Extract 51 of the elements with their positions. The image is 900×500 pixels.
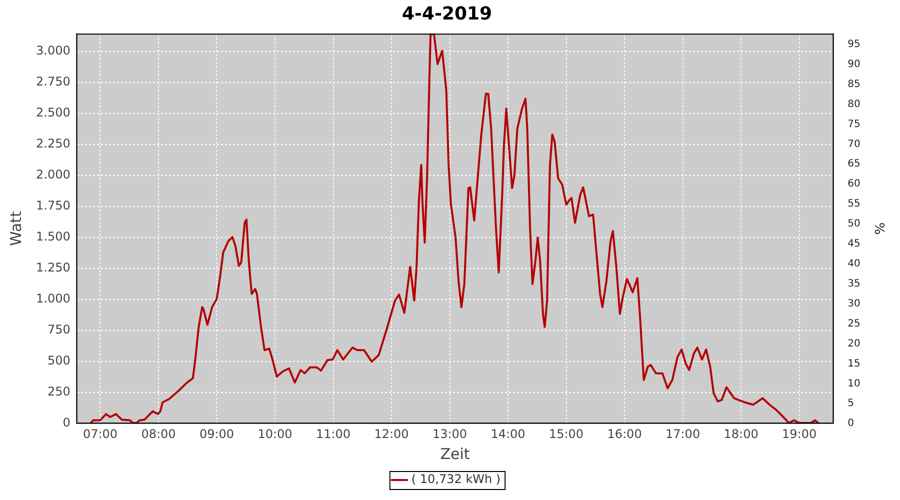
- y2-tick-label: 0: [848, 418, 854, 430]
- y-tick-label: 1.000: [36, 292, 70, 306]
- y2-axis-title: %: [870, 222, 886, 235]
- y2-tick-label: 90: [848, 58, 860, 70]
- y-tick-label: 3.000: [36, 44, 70, 58]
- x-axis-title: Zeit: [440, 444, 470, 463]
- y2-tick-label: 35: [848, 278, 860, 290]
- x-tick-label: 17:00: [665, 426, 700, 441]
- x-tick-label: 08:00: [141, 426, 176, 441]
- y-tick-label: 0: [62, 416, 70, 430]
- x-tick-label: 19:00: [782, 426, 817, 441]
- x-tick-label: 11:00: [316, 426, 351, 441]
- x-tick-label: 15:00: [548, 426, 584, 441]
- y2-tick-label: 45: [848, 238, 860, 250]
- chart-title: 4-4-2019: [402, 3, 492, 24]
- y2-tick-label: 75: [848, 118, 860, 130]
- x-tick-label: 18:00: [724, 426, 758, 441]
- y2-tick-label: 20: [848, 338, 860, 350]
- x-tick-label: 10:00: [258, 426, 292, 441]
- y2-tick-label: 55: [848, 198, 860, 210]
- y2-tick-label: 65: [848, 158, 860, 170]
- x-tick-label: 13:00: [432, 426, 468, 441]
- y-axis-title: Watt: [6, 211, 25, 246]
- y-tick-label: 2.500: [36, 106, 70, 120]
- y-tick-label: 1.750: [36, 198, 70, 213]
- x-tick-label: 14:00: [490, 426, 526, 441]
- y2-tick-label: 30: [848, 298, 860, 310]
- y2-tick-label: 70: [848, 138, 860, 150]
- y2-tick-label: 25: [848, 318, 860, 330]
- y2-tick-label: 15: [848, 358, 860, 370]
- x-tick-label: 16:00: [607, 426, 642, 441]
- y2-tick-label: 95: [848, 38, 860, 50]
- y2-tick-label: 50: [848, 218, 860, 230]
- y-tick-label: 250: [47, 384, 70, 399]
- x-tick-label: 12:00: [374, 426, 409, 441]
- x-tick-label: 09:00: [199, 426, 234, 441]
- y2-tick-label: 60: [848, 178, 860, 190]
- legend-label: ( 10,732 kWh ): [411, 472, 501, 486]
- y-tick-label: 750: [47, 322, 70, 337]
- y-tick-label: 2.250: [36, 136, 70, 151]
- x-tick-label: 07:00: [82, 426, 118, 441]
- y2-tick-label: 10: [848, 378, 860, 390]
- y2-tick-label: 40: [848, 258, 860, 270]
- y-tick-label: 2.000: [36, 168, 70, 182]
- y2-tick-label: 5: [848, 398, 854, 410]
- y-tick-label: 2.750: [36, 74, 70, 89]
- y-tick-label: 1.500: [36, 230, 70, 244]
- y2-tick-label: 80: [848, 98, 860, 110]
- y-tick-label: 500: [47, 354, 70, 368]
- y2-tick-label: 85: [848, 78, 860, 90]
- y-tick-label: 1.250: [36, 260, 70, 275]
